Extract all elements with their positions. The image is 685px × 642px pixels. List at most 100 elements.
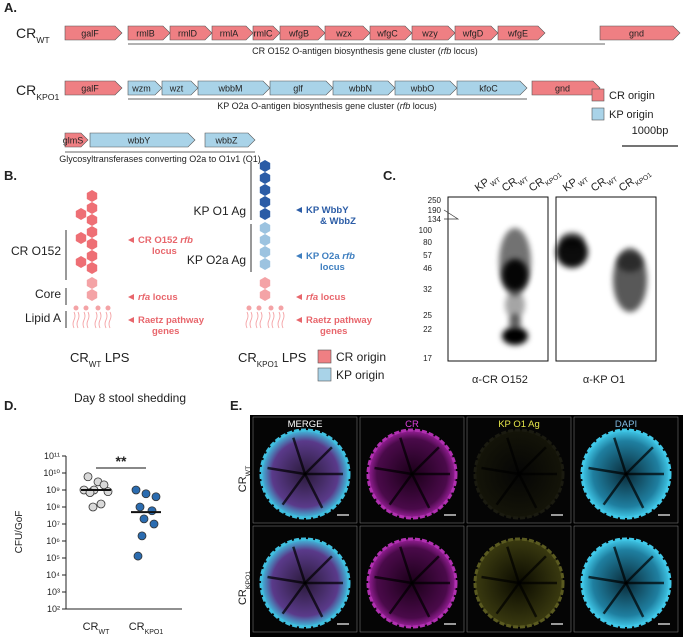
fold: [506, 437, 521, 475]
fold: [625, 555, 654, 584]
data-point: [135, 502, 145, 512]
annotation-part: rfb: [180, 235, 193, 246]
label-sub: WT: [99, 629, 111, 636]
ladder-label: 100: [419, 226, 433, 235]
gene-label: wbbN: [348, 84, 372, 94]
cluster-caption: Glycosyltransferases converting O2a to O…: [59, 154, 261, 164]
annotation-part: rfb: [342, 251, 355, 262]
annotation: rfa locus: [138, 292, 178, 303]
fold: [303, 473, 324, 509]
annotation-part: rfa: [306, 292, 318, 303]
label-tail: LPS: [278, 350, 307, 365]
gene-arrow: [127, 80, 163, 96]
group-label: Lipid A: [25, 311, 61, 325]
gene-label: kfoC: [479, 84, 498, 94]
ladder-label: 46: [423, 264, 432, 273]
ladder-label: 250: [428, 196, 442, 205]
pointer: [296, 294, 302, 300]
lane-label: CRWT: [500, 169, 530, 196]
gene-arrow: [369, 25, 413, 41]
gene-label: rmlB: [136, 29, 155, 39]
fold: [267, 575, 306, 585]
sugar: [259, 160, 271, 172]
label-main: CR: [500, 175, 520, 194]
sugar: [259, 208, 271, 220]
panel-label: B.: [4, 168, 17, 183]
lipid-tail: [72, 311, 80, 329]
ladder-bracket: [443, 209, 460, 220]
core-sugar: [86, 277, 98, 289]
band: [502, 327, 528, 345]
panel-label: E.: [230, 398, 242, 413]
fold: [374, 575, 413, 585]
annotation: genes: [152, 326, 179, 337]
legend-swatch: [317, 367, 332, 382]
sugar: [75, 208, 87, 220]
gene-label: rmlA: [220, 29, 239, 39]
pointer: [128, 294, 134, 300]
fold: [624, 473, 645, 509]
gene-label: wbbY: [127, 136, 151, 146]
fold: [281, 582, 307, 615]
gene-label: wzy: [421, 29, 438, 39]
fold: [613, 546, 628, 584]
y-axis-label: CFU/GoF: [14, 511, 25, 554]
fold: [588, 466, 627, 476]
lps-title: CRKPO1 LPS: [238, 350, 307, 369]
lipid-tail: [245, 311, 253, 329]
lipid-head: [73, 305, 79, 311]
y-tick-label: 10⁶: [46, 536, 60, 546]
label-main: CR: [527, 175, 547, 194]
x-tick-label: CRWT: [83, 621, 110, 636]
gene-arrow: [332, 80, 396, 96]
gene-arrow: [269, 80, 334, 96]
legend-label: CR origin: [609, 90, 655, 102]
label-main: CR: [237, 476, 249, 492]
label-main: KP: [561, 176, 580, 194]
annotation: CR O152 rfb: [138, 235, 193, 246]
fold: [495, 473, 521, 506]
gene-label: wfgC: [376, 29, 398, 39]
legend-label: KP origin: [336, 368, 384, 382]
data-point: [88, 502, 98, 512]
label-main: CR: [83, 621, 99, 633]
gene-arrow: [394, 80, 458, 96]
fold: [292, 437, 307, 475]
y-tick-label: 10⁵: [46, 553, 60, 563]
y-tick-label: 10³: [47, 587, 60, 597]
gene-label: wzt: [169, 84, 184, 94]
data-point: [99, 480, 109, 490]
lps-title: CRWT LPS: [70, 350, 130, 369]
caption-part: rfb: [400, 101, 411, 111]
gene-arrow: [64, 80, 123, 96]
lipid-head: [268, 305, 274, 311]
fold: [267, 466, 306, 476]
antibody-label: α-KP O1: [583, 374, 625, 386]
annotation-part: locus: [318, 292, 345, 303]
gene-label: wfgE: [507, 29, 528, 39]
cluster-caption: KP O2a O-antigen biosynthesis gene clust…: [217, 101, 436, 111]
gene-label: wfgB: [288, 29, 309, 39]
group-label: KP O2a Ag: [187, 253, 246, 267]
lane-label: CRKPO1: [527, 165, 563, 197]
fold: [304, 555, 333, 584]
gene-arrow: [204, 132, 256, 148]
fold: [495, 582, 521, 615]
ladder-label: 17: [423, 354, 432, 363]
data-point: [151, 492, 161, 502]
annotation-part: & WbbZ: [320, 216, 356, 227]
gene-label: glf: [293, 84, 303, 94]
y-tick-label: 10⁹: [46, 485, 60, 495]
fold: [303, 582, 324, 618]
core-sugar: [86, 289, 98, 301]
label-sub: WT: [517, 176, 530, 188]
fold: [518, 555, 547, 584]
lane-label: CRKPO1: [617, 165, 653, 197]
fold: [625, 446, 654, 475]
y-tick-label: 10⁸: [46, 502, 60, 512]
column-header: DAPI: [615, 419, 637, 430]
ladder-label: 32: [423, 285, 432, 294]
gene-arrow: [161, 80, 199, 96]
label-sub: WT: [606, 176, 619, 188]
scale-bar-label: 1000bp: [632, 125, 669, 137]
